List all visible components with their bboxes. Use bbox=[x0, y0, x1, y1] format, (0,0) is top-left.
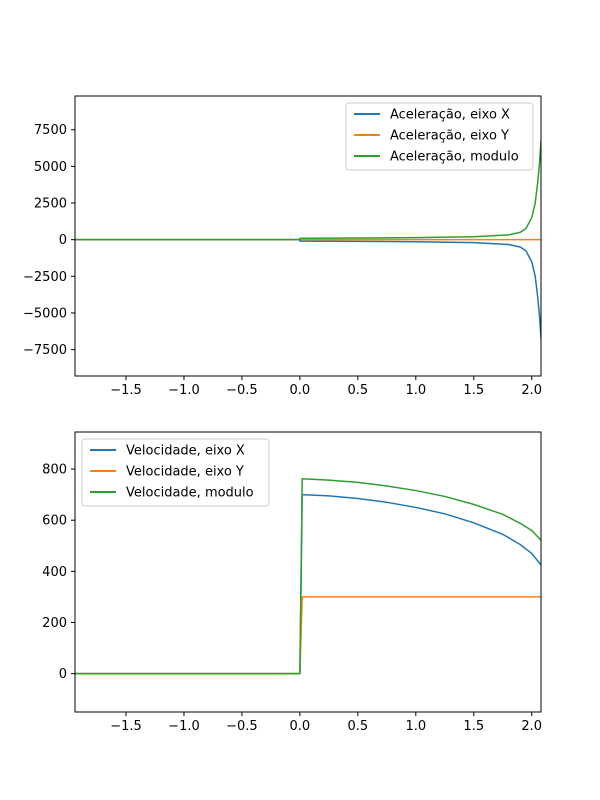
velocity-chart: −1.5 −1.0 −0.5 0.0 0.5 1.0 1.5 2.0 0 200 400 600 800… bbox=[42, 431, 542, 734]
velocity-y-tick-label: 0 bbox=[59, 667, 67, 682]
velocity-x-tick-label: 0.0 bbox=[290, 719, 311, 734]
acceleration-legend-label-0: Aceleração, eixo X bbox=[390, 108, 510, 123]
velocity-legend-label-2: Velocidade, modulo bbox=[126, 486, 254, 501]
acceleration-x-tick-label: −1.5 bbox=[110, 383, 142, 398]
acceleration-x-tick-label: −1.0 bbox=[168, 383, 200, 398]
acceleration-legend-box bbox=[345, 102, 534, 171]
velocity-y-tick-label: 600 bbox=[42, 514, 67, 529]
velocity-axes-frame bbox=[74, 431, 542, 713]
acceleration-legend: Aceleração, eixo X Aceleração, eixo Y Acel… bbox=[345, 102, 534, 171]
acceleration-legend-label-2: Aceleração, modulo bbox=[390, 150, 519, 165]
acceleration-axes-frame bbox=[74, 95, 542, 377]
acceleration-x-tick-label: 1.0 bbox=[405, 383, 426, 398]
velocity-series-layer bbox=[75, 478, 541, 675]
velocity-ticks: −1.5 −1.0 −0.5 0.0 0.5 1.0 1.5 2.0 0 200 400 600 800 bbox=[42, 463, 542, 734]
acceleration-legend-label-1: Aceleração, eixo Y bbox=[390, 129, 509, 144]
acceleration-x-tick-label: 0.0 bbox=[290, 383, 311, 398]
acceleration-y-tick-label: 5000 bbox=[34, 160, 67, 175]
velocity-legend-label-1: Velocidade, eixo Y bbox=[126, 465, 244, 480]
velocity-x-tick-label: 2.0 bbox=[521, 719, 542, 734]
acceleration-chart: −1.5 −1.0 −0.5 0.0 0.5 1.0 1.5 2.0 −7500 −5000 −25… bbox=[23, 95, 542, 398]
acceleration-x-tick-label: 0.5 bbox=[348, 383, 369, 398]
acceleration-y-tick-label: −2500 bbox=[23, 270, 67, 285]
velocity-y-tick-label: 200 bbox=[42, 616, 67, 631]
acceleration-series-line-2 bbox=[75, 140, 541, 241]
acceleration-y-tick-label: −7500 bbox=[23, 343, 67, 358]
acceleration-x-tick-label: 2.0 bbox=[521, 383, 542, 398]
velocity-x-tick-label: −1.5 bbox=[110, 719, 142, 734]
acceleration-series-layer bbox=[75, 140, 541, 339]
acceleration-ticks: −1.5 −1.0 −0.5 0.0 0.5 1.0 1.5 2.0 −7500 −5000 −25… bbox=[23, 123, 542, 398]
velocity-legend-label-0: Velocidade, eixo X bbox=[126, 444, 245, 459]
velocity-x-tick-label: −1.0 bbox=[168, 719, 200, 734]
velocity-legend-box bbox=[81, 438, 270, 507]
acceleration-y-tick-label: −5000 bbox=[23, 306, 67, 321]
velocity-x-tick-label: −0.5 bbox=[226, 719, 258, 734]
acceleration-y-tick-label: 7500 bbox=[34, 123, 67, 138]
velocity-x-tick-label: 1.0 bbox=[405, 719, 426, 734]
velocity-x-tick-label: 0.5 bbox=[348, 719, 369, 734]
acceleration-series-line-0 bbox=[75, 238, 541, 339]
acceleration-y-tick-label: 0 bbox=[59, 233, 67, 248]
velocity-series-line-2 bbox=[75, 478, 541, 675]
velocity-x-tick-label: 1.5 bbox=[463, 719, 484, 734]
acceleration-x-tick-label: 1.5 bbox=[463, 383, 484, 398]
velocity-y-tick-label: 400 bbox=[42, 565, 67, 580]
velocity-legend: Velocidade, eixo X Velocidade, eixo Y Velo… bbox=[81, 438, 270, 507]
acceleration-y-tick-label: 2500 bbox=[34, 197, 67, 212]
acceleration-x-tick-label: −0.5 bbox=[226, 383, 258, 398]
velocity-y-tick-label: 800 bbox=[42, 463, 67, 478]
